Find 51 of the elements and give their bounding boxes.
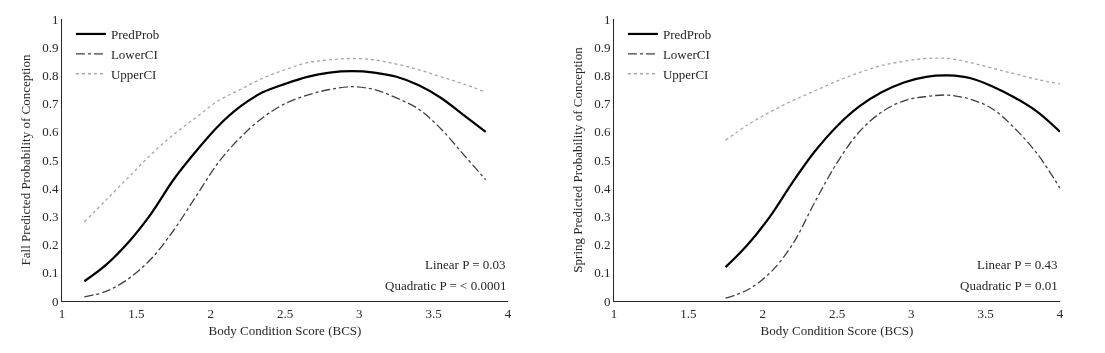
y-tick-label: 0.5 <box>42 152 59 168</box>
line-series <box>724 74 1060 269</box>
y-tick-label: 0.7 <box>594 96 611 112</box>
y-tick-label: 1 <box>51 11 59 27</box>
x-tick-label: 3 <box>356 305 363 321</box>
y-axis-title: Spring Predicted Probability of Conception <box>570 46 586 273</box>
x-tick-label: 4 <box>504 305 512 321</box>
x-tick-label: 3 <box>908 305 915 321</box>
y-tick-label: 0.5 <box>594 152 611 168</box>
y-tick-label: 0.3 <box>594 208 611 224</box>
y-tick-label: 0.1 <box>42 265 59 281</box>
y-tick-label: 1 <box>603 11 611 27</box>
y-tick-label: 0.6 <box>594 124 611 140</box>
annotation: Quadratic P = < 0.0001 <box>385 278 507 293</box>
y-tick-label: 0.4 <box>594 180 611 196</box>
legend-label: UpperCI <box>662 66 709 82</box>
x-tick-label: 4 <box>1056 305 1064 321</box>
legend-label: LowerCI <box>662 46 710 62</box>
annotation: Quadratic P = 0.01 <box>960 278 1058 293</box>
annotation: Linear P = 0.03 <box>425 257 506 272</box>
x-axis-title: Body Condition Score (BCS) <box>208 323 362 339</box>
y-tick-label: 0 <box>603 293 611 309</box>
legend-label: LowerCI <box>110 46 158 62</box>
x-tick-label: 3.5 <box>425 305 442 321</box>
y-tick-label: 0.6 <box>42 124 59 140</box>
legend-label: PredProb <box>110 27 160 43</box>
line-series <box>724 94 1060 299</box>
legend-label: UpperCI <box>110 66 157 82</box>
y-tick-label: 0.3 <box>42 208 59 224</box>
x-axis-title: Body Condition Score (BCS) <box>760 323 914 339</box>
legend-label: PredProb <box>662 27 712 43</box>
x-tick-label: 2.5 <box>828 305 846 321</box>
x-tick-label: 2.5 <box>276 305 294 321</box>
y-tick-label: 0.2 <box>594 237 611 253</box>
y-tick-label: 0.2 <box>42 237 59 253</box>
y-axis-title: Fall Predicted Probability of Conception <box>18 54 34 266</box>
annotation: Linear P = 0.43 <box>977 257 1058 272</box>
y-tick-label: 0.8 <box>42 67 59 83</box>
y-tick-label: 0.7 <box>42 96 59 112</box>
x-tick-label: 1.5 <box>680 305 697 321</box>
y-tick-label: 0.9 <box>594 39 611 55</box>
y-tick-label: 0.1 <box>594 265 611 281</box>
x-tick-label: 2 <box>759 305 766 321</box>
line-series <box>724 57 1060 141</box>
x-tick-label: 1.5 <box>128 305 145 321</box>
y-tick-label: 0.8 <box>594 67 611 83</box>
x-tick-label: 2 <box>207 305 214 321</box>
y-tick-label: 0.4 <box>42 180 59 196</box>
y-tick-label: 0.9 <box>42 39 59 55</box>
y-tick-label: 0 <box>51 293 59 309</box>
x-tick-label: 3.5 <box>977 305 994 321</box>
